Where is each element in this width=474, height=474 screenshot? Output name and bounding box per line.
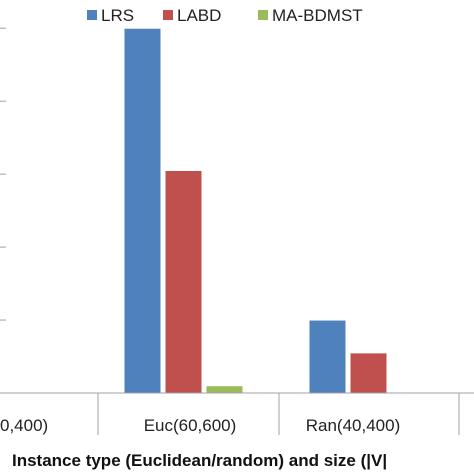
x-tick-label-3: Ran(40,400): [306, 416, 401, 435]
legend-swatch-lrs: [87, 10, 97, 20]
x-tick-label-2: Euc(60,600): [144, 416, 237, 435]
y-axis-ticks: [0, 27, 6, 394]
legend-swatch-ma-bdmst: [258, 10, 268, 20]
bar-ma-bdmst-2: [205, 385, 244, 394]
bar-labd-3: [349, 352, 388, 394]
bar-lrs-2: [123, 27, 162, 394]
legend-label-ma-bdmst: MA-BDMST: [272, 6, 363, 25]
bars: [1, 27, 429, 394]
x-tick-label-1: 0,400): [0, 416, 48, 435]
bar-labd-2: [164, 169, 203, 394]
legend-swatch-labd: [163, 10, 173, 20]
x-axis-title: Instance type (Euclidean/random) and siz…: [12, 451, 387, 470]
x-axis-labels: 0,400) Euc(60,600) Ran(40,400): [0, 393, 460, 435]
legend-label-labd: LABD: [177, 6, 221, 25]
bar-lrs-3: [308, 319, 347, 394]
legend-label-lrs: LRS: [101, 6, 134, 25]
legend: LRS LABD MA-BDMST: [87, 6, 363, 25]
